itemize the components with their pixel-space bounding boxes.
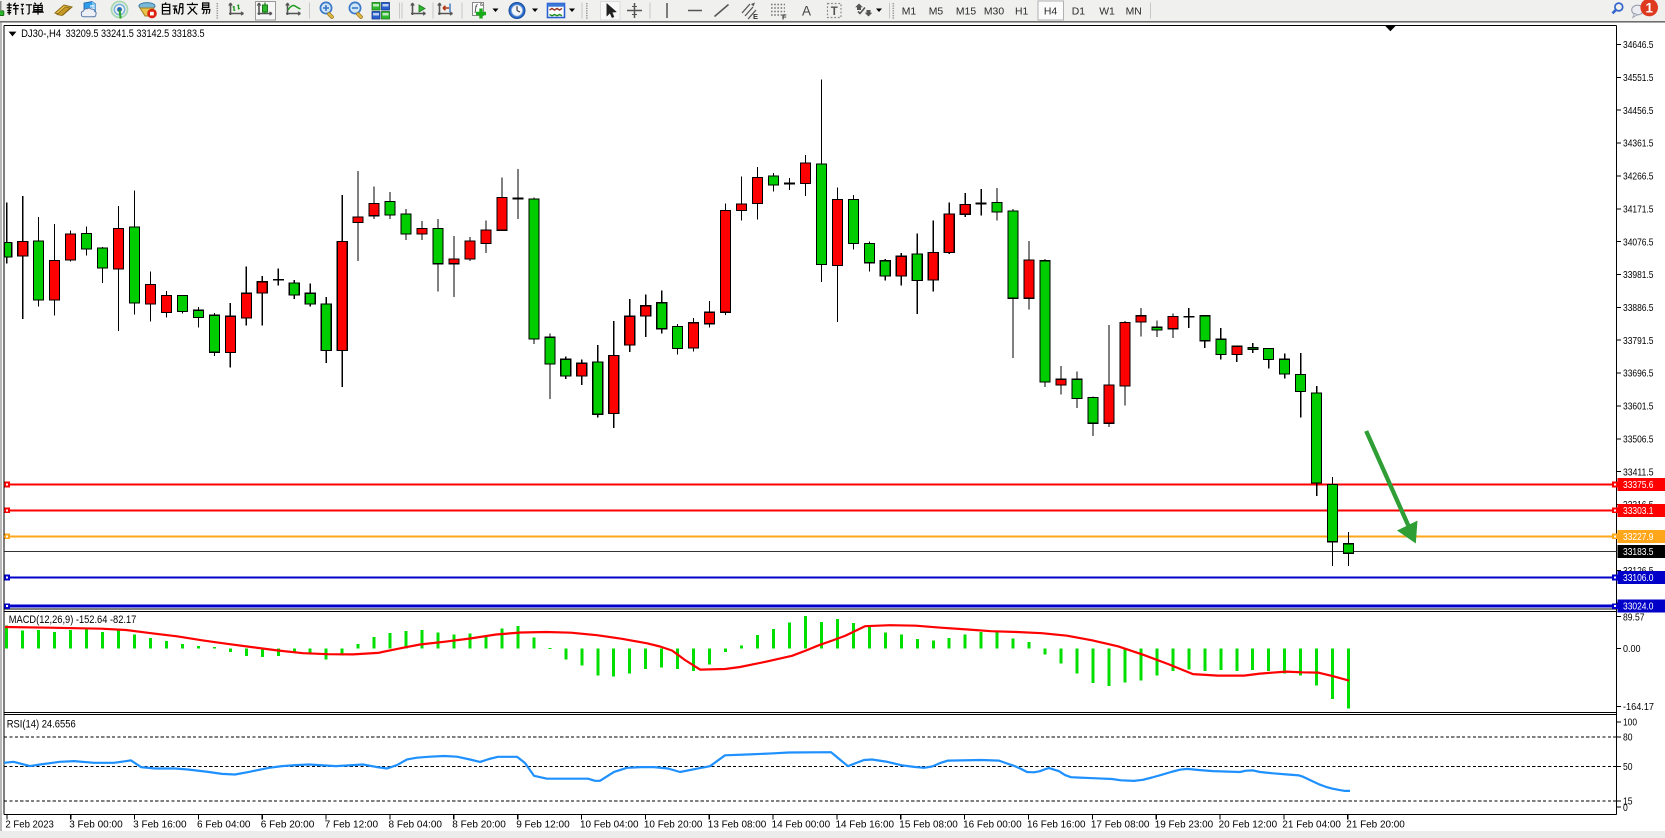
svg-text:9 Feb 12:00: 9 Feb 12:00 bbox=[516, 820, 570, 831]
svg-text:MACD(12,26,9) -152.64 -82.17: MACD(12,26,9) -152.64 -82.17 bbox=[9, 614, 137, 626]
svg-text:0.00: 0.00 bbox=[1623, 644, 1641, 655]
svg-text:34551.5: 34551.5 bbox=[1623, 73, 1654, 84]
svg-text:100: 100 bbox=[1623, 718, 1637, 729]
svg-text:T: T bbox=[831, 6, 838, 18]
svg-text:33227.9: 33227.9 bbox=[1623, 532, 1654, 543]
svg-text:DJ30-,H4: DJ30-,H4 bbox=[21, 28, 61, 40]
svg-text:34646.5: 34646.5 bbox=[1623, 40, 1654, 51]
svg-text:14 Feb 16:00: 14 Feb 16:00 bbox=[836, 820, 895, 831]
svg-text:8 Feb 04:00: 8 Feb 04:00 bbox=[389, 820, 443, 831]
svg-text:H4: H4 bbox=[1044, 7, 1058, 18]
svg-text:33601.5: 33601.5 bbox=[1623, 402, 1654, 413]
svg-text:33411.5: 33411.5 bbox=[1623, 467, 1654, 478]
svg-text:33791.5: 33791.5 bbox=[1623, 336, 1654, 347]
svg-text:3 Feb 16:00: 3 Feb 16:00 bbox=[133, 820, 187, 831]
svg-text:16 Feb 00:00: 16 Feb 00:00 bbox=[963, 820, 1022, 831]
svg-text:21 Feb 20:00: 21 Feb 20:00 bbox=[1346, 820, 1405, 831]
svg-text:15 Feb 08:00: 15 Feb 08:00 bbox=[899, 820, 958, 831]
svg-text:M5: M5 bbox=[929, 7, 944, 18]
svg-text:8 Feb 20:00: 8 Feb 20:00 bbox=[452, 820, 506, 831]
svg-text:2 Feb 2023: 2 Feb 2023 bbox=[5, 820, 54, 831]
svg-text:80: 80 bbox=[1623, 733, 1633, 744]
svg-text:6 Feb 04:00: 6 Feb 04:00 bbox=[197, 820, 251, 831]
svg-text:F: F bbox=[782, 13, 787, 22]
svg-text:3 Feb 00:00: 3 Feb 00:00 bbox=[69, 820, 123, 831]
svg-text:17 Feb 08:00: 17 Feb 08:00 bbox=[1091, 820, 1150, 831]
svg-text:RSI(14) 24.6556: RSI(14) 24.6556 bbox=[7, 719, 76, 731]
svg-text:33024.0: 33024.0 bbox=[1623, 601, 1654, 612]
svg-text:10 Feb 04:00: 10 Feb 04:00 bbox=[580, 820, 639, 831]
svg-text:33303.1: 33303.1 bbox=[1623, 506, 1654, 517]
svg-text:50: 50 bbox=[1623, 762, 1633, 773]
svg-text:7 Feb 12:00: 7 Feb 12:00 bbox=[325, 820, 379, 831]
svg-text:34076.5: 34076.5 bbox=[1623, 237, 1654, 248]
svg-text:6 Feb 20:00: 6 Feb 20:00 bbox=[261, 820, 315, 831]
svg-text:M15: M15 bbox=[956, 7, 976, 18]
svg-text:16 Feb 16:00: 16 Feb 16:00 bbox=[1027, 820, 1086, 831]
svg-text:34266.5: 34266.5 bbox=[1623, 172, 1654, 183]
svg-text:10 Feb 20:00: 10 Feb 20:00 bbox=[644, 820, 703, 831]
svg-text:15: 15 bbox=[1623, 796, 1633, 807]
svg-text:33506.5: 33506.5 bbox=[1623, 434, 1654, 445]
svg-text:D1: D1 bbox=[1072, 7, 1086, 18]
svg-text:33886.5: 33886.5 bbox=[1623, 303, 1654, 314]
svg-text:E: E bbox=[753, 12, 758, 21]
svg-text:M1: M1 bbox=[902, 7, 917, 18]
svg-text:f: f bbox=[475, 3, 479, 13]
svg-text:H1: H1 bbox=[1015, 7, 1029, 18]
svg-text:M30: M30 bbox=[984, 7, 1004, 18]
svg-text:33375.6: 33375.6 bbox=[1623, 480, 1654, 491]
svg-text:34171.5: 34171.5 bbox=[1623, 204, 1654, 215]
svg-text:34361.5: 34361.5 bbox=[1623, 139, 1654, 150]
svg-text:33696.5: 33696.5 bbox=[1623, 369, 1654, 380]
svg-text:-164.17: -164.17 bbox=[1623, 702, 1654, 713]
svg-text:33183.5: 33183.5 bbox=[1623, 547, 1654, 558]
svg-text:14 Feb 00:00: 14 Feb 00:00 bbox=[772, 820, 831, 831]
svg-text:MN: MN bbox=[1126, 7, 1142, 18]
svg-text:20 Feb 12:00: 20 Feb 12:00 bbox=[1219, 820, 1278, 831]
svg-text:33106.0: 33106.0 bbox=[1623, 573, 1654, 584]
svg-text:33209.5 33241.5 33142.5 33183.: 33209.5 33241.5 33142.5 33183.5 bbox=[66, 28, 205, 40]
svg-text:33981.5: 33981.5 bbox=[1623, 270, 1654, 281]
svg-text:0: 0 bbox=[1623, 803, 1628, 814]
svg-text:21 Feb 04:00: 21 Feb 04:00 bbox=[1282, 820, 1341, 831]
svg-text:13 Feb 08:00: 13 Feb 08:00 bbox=[708, 820, 767, 831]
svg-text:19 Feb 23:00: 19 Feb 23:00 bbox=[1155, 820, 1214, 831]
svg-text:34456.5: 34456.5 bbox=[1623, 106, 1654, 117]
svg-text:A: A bbox=[802, 4, 811, 19]
svg-text:W1: W1 bbox=[1099, 7, 1115, 18]
svg-text:89.57: 89.57 bbox=[1623, 612, 1645, 623]
svg-text:1: 1 bbox=[1645, 0, 1653, 15]
